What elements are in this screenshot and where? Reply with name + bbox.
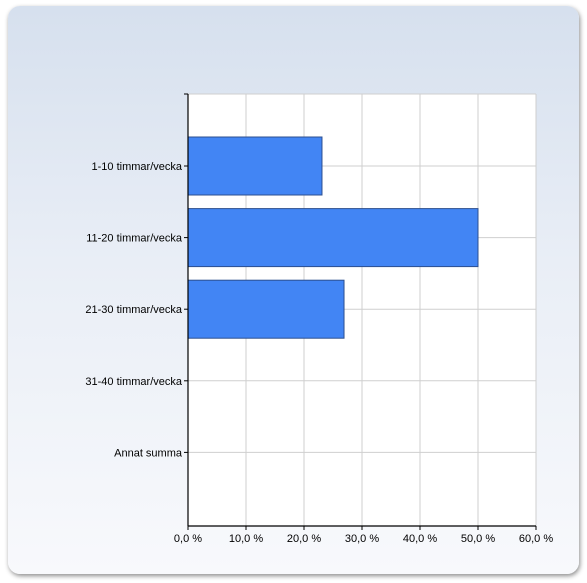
x-tick-label: 50,0 % [461, 533, 495, 545]
x-tick-label: 10,0 % [229, 533, 263, 545]
category-label: 11-20 timmar/vecka [86, 233, 183, 245]
category-label: Annat summa [114, 447, 183, 459]
axes [184, 93, 537, 530]
bar [187, 136, 323, 196]
x-tick-label: 40,0 % [403, 533, 437, 545]
x-tick-label: 60,0 % [519, 533, 553, 545]
category-label: 31-40 timmar/vecka [85, 376, 182, 388]
x-tick-label: 20,0 % [287, 533, 321, 545]
category-label: 21-30 timmar/vecka [85, 304, 182, 316]
bars [187, 136, 479, 339]
x-tick-label: 30,0 % [345, 533, 379, 545]
category-label: 1-10 timmar/vecka [92, 161, 183, 173]
category-labels: 1-10 timmar/vecka 11-20 timmar/vecka 21-30… [85, 161, 182, 459]
bar [187, 279, 345, 339]
x-tick-labels: 0,0 % 10,0 % 20,0 % 30,0 % 40,0 % 50,0 % 60,0 … [174, 533, 553, 545]
x-tick-label: 0,0 % [174, 533, 202, 545]
bar [187, 208, 479, 268]
